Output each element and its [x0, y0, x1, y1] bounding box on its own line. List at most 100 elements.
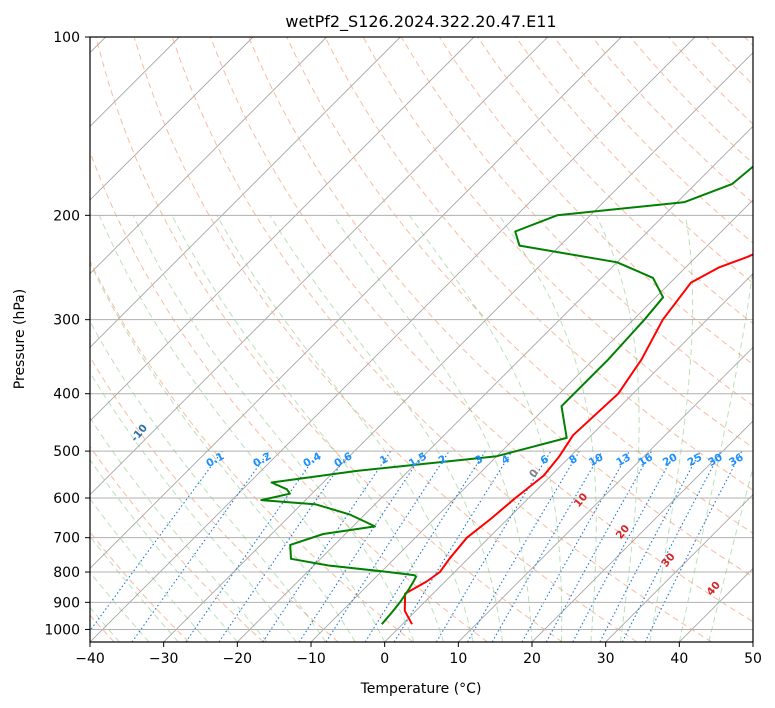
x-tick-label: −20 — [223, 651, 253, 667]
x-tick-label: −40 — [75, 651, 105, 667]
mixing-ratio-label: 30 — [706, 451, 725, 469]
isotherm-line — [90, 37, 327, 275]
y-tick-label: 500 — [53, 444, 80, 460]
mixing-ratio-label: 36 — [727, 451, 746, 469]
y-tick-label: 900 — [53, 595, 80, 611]
y-axis-label: Pressure (hPa) — [12, 289, 28, 389]
mixing-ratio-line — [298, 450, 425, 642]
profile-line — [403, 253, 753, 625]
chart-title: wetPf2_S126.2024.322.20.47.E11 — [285, 12, 556, 32]
dry-adiabat-label: -10 — [129, 422, 150, 444]
isotherm-line — [163, 52, 753, 642]
y-tick-label: 600 — [53, 491, 80, 507]
moist-adiabat-line — [332, 215, 533, 642]
isotherm-line — [90, 37, 401, 348]
mixing-ratio-line — [521, 450, 630, 642]
mixing-ratio-line — [545, 450, 653, 642]
y-tick-label: 400 — [53, 387, 80, 403]
dry-adiabat-line — [553, 37, 753, 244]
x-axis-ticks: −40 −30 −20 −10 0 10 20 30 40 50 — [75, 642, 762, 667]
moist-adiabat-line — [90, 416, 268, 642]
moist-adiabat-label: 20 — [614, 523, 633, 542]
dry-adiabat-line — [706, 37, 753, 86]
isotherm-line — [310, 199, 753, 642]
moist-adiabat-line — [90, 458, 238, 642]
y-tick-label: 100 — [53, 30, 80, 46]
mixing-ratio-line — [262, 450, 392, 642]
isotherm-line — [237, 125, 753, 642]
dry-adiabat-line — [286, 37, 753, 534]
moist-adiabat-line — [678, 264, 753, 642]
mixing-ratio-label: 8 — [567, 453, 579, 467]
y-tick-label: 200 — [53, 208, 80, 224]
moist-adiabat-line — [595, 215, 640, 642]
dry-adiabat-line — [133, 37, 638, 642]
background-guides — [90, 37, 753, 642]
moist-adiabat-line — [171, 215, 445, 642]
profile-line — [260, 165, 753, 625]
isotherm-line — [531, 420, 753, 642]
y-tick-label: 700 — [53, 531, 80, 547]
mixing-ratio-label: 2 — [437, 453, 449, 467]
x-tick-label: 50 — [744, 651, 762, 667]
dry-adiabat-line — [515, 37, 753, 284]
moist-adiabat-line — [408, 215, 563, 642]
x-tick-label: 10 — [449, 651, 467, 667]
mixing-ratio-label: 0.1 — [204, 450, 226, 470]
moist-adiabat-line — [90, 498, 209, 642]
isotherm-line — [90, 37, 622, 569]
moist-adiabat-label: 30 — [659, 551, 678, 570]
moist-adiabat-label: 40 — [704, 579, 723, 598]
isotherm-line — [605, 494, 753, 642]
dry-adiabat-line — [95, 37, 563, 642]
isotherm-line — [679, 567, 753, 642]
mixing-ratio-line — [393, 450, 513, 642]
moist-adiabat-line — [90, 320, 327, 642]
x-tick-label: −30 — [149, 651, 179, 667]
dry-adiabat-line — [324, 37, 753, 491]
x-tick-label: 30 — [597, 651, 615, 667]
moist-adiabat-line — [98, 215, 386, 642]
moist-adiabat-line — [216, 215, 474, 642]
profile-series — [260, 165, 753, 625]
dry-adiabat-line — [90, 356, 339, 642]
dry-adiabat-line — [210, 37, 753, 623]
pressure-gridlines — [90, 214, 753, 630]
x-tick-label: 40 — [670, 651, 688, 667]
dry-adiabat-line — [90, 259, 414, 642]
moist-adiabat-line — [90, 371, 297, 642]
isotherm-line — [90, 37, 475, 422]
x-axis-label: Temperature (°C) — [360, 681, 482, 697]
mixing-ratio-label: 4 — [500, 453, 512, 467]
moist-adiabat-line — [269, 215, 503, 642]
x-tick-label: 20 — [523, 651, 541, 667]
mixing-ratio-line — [599, 450, 701, 642]
mixing-ratio-label: 20 — [661, 451, 680, 469]
isotherm-line — [458, 346, 753, 642]
mixing-ratio-line — [644, 450, 743, 642]
moist-adiabat-line — [649, 215, 694, 642]
mixing-ratio-line — [131, 450, 270, 642]
moist-adiabat-line — [90, 535, 179, 642]
moist-adiabat-line — [708, 466, 753, 642]
mixing-ratio-line — [467, 450, 580, 642]
y-tick-label: 1000 — [44, 622, 80, 638]
dry-adiabat-line — [90, 445, 264, 642]
y-tick-label: 800 — [53, 565, 80, 581]
dry-adiabat-line — [668, 37, 753, 125]
mixing-ratio-line — [572, 450, 677, 642]
guide-labels: 0.10.20.40.611.52346810131620253036-100-… — [129, 422, 746, 598]
dry-adiabat-line — [744, 37, 753, 47]
mixing-ratio-label: 0.4 — [301, 450, 323, 470]
mixing-ratio-line — [218, 450, 351, 642]
isotherm-line — [384, 273, 753, 642]
dry-adiabat-line — [248, 37, 753, 578]
isotherm-line — [90, 37, 254, 201]
y-tick-label: 300 — [53, 313, 80, 329]
moist-adiabat-label: 10 — [572, 491, 591, 510]
mixing-ratio-line — [325, 450, 450, 642]
isotherm-line — [90, 37, 696, 642]
mixing-ratio-line — [364, 450, 486, 642]
y-axis-ticks: 100 200 300 400 500 600 700 800 900 1000 — [44, 30, 90, 638]
